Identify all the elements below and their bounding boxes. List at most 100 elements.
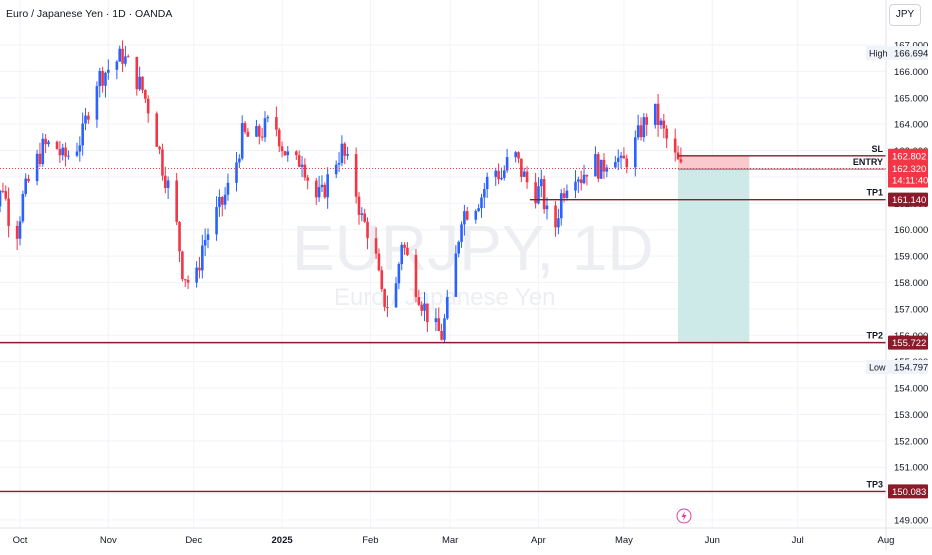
time-tick-label: Jul xyxy=(792,535,804,546)
candle-body xyxy=(95,86,99,120)
candle-body xyxy=(146,98,150,114)
price-axis[interactable]: 149.000150.000151.000152.000153.000154.0… xyxy=(885,0,928,550)
candle-body xyxy=(662,120,666,129)
candle-body xyxy=(326,174,329,198)
price-tick-label: 160.000 xyxy=(894,225,928,236)
candle-body xyxy=(107,69,110,73)
candle-body xyxy=(514,152,517,158)
lightning-bolt-icon xyxy=(681,511,687,521)
candle-body xyxy=(0,190,2,207)
candle-body xyxy=(619,155,623,158)
candle-body xyxy=(314,180,318,198)
candle-body xyxy=(545,205,549,210)
level-label-tp1: TP1 xyxy=(866,188,883,198)
candle-body xyxy=(38,153,42,165)
candle-body xyxy=(417,297,421,305)
candle-body xyxy=(502,170,506,178)
price-tick-label: 165.000 xyxy=(894,93,928,104)
price-badge-bg xyxy=(888,192,928,207)
price-tick-label: 157.000 xyxy=(894,304,928,315)
candle-body xyxy=(178,221,181,252)
candle-body xyxy=(343,143,347,156)
candle-body xyxy=(522,171,526,177)
candle-body xyxy=(55,141,59,150)
candle-body xyxy=(18,221,22,239)
candle-body xyxy=(420,304,423,311)
candle-body xyxy=(263,118,267,138)
price-badge-bg xyxy=(888,335,928,350)
candle-body xyxy=(542,179,546,210)
price-badge-bg xyxy=(888,148,928,163)
candle-body xyxy=(465,211,469,220)
candle-body xyxy=(457,241,460,254)
level-label-tp3: TP3 xyxy=(866,479,883,489)
time-tick-label: Jun xyxy=(705,535,720,546)
candle-body xyxy=(483,189,486,198)
low-tag-value: 154.797 xyxy=(894,363,928,374)
position-zones[interactable] xyxy=(678,155,750,343)
candle-body xyxy=(320,184,324,188)
candle-body xyxy=(346,154,349,156)
candle-body xyxy=(665,128,668,139)
misc[interactable] xyxy=(676,508,692,524)
candle-body xyxy=(599,159,603,179)
candle-body xyxy=(377,253,381,271)
candle-body xyxy=(540,179,543,187)
candle-body xyxy=(257,126,261,137)
candle-body xyxy=(403,244,406,248)
candle-body xyxy=(186,279,190,283)
time-tick-label: 2025 xyxy=(272,535,294,546)
candle-body xyxy=(645,117,649,125)
candle-body xyxy=(87,115,90,120)
candle-body xyxy=(121,48,124,64)
candle-body xyxy=(579,179,583,184)
time-tick-label: Nov xyxy=(100,535,117,546)
candle-body xyxy=(517,152,520,159)
candle-body xyxy=(243,123,247,132)
price-tick-label: 151.000 xyxy=(894,463,928,474)
candle-body xyxy=(525,171,529,183)
candle-body xyxy=(616,157,620,162)
level-lines[interactable]: SL ENTRY TP1 TP2 TP3 xyxy=(0,144,886,493)
candle-body xyxy=(426,303,429,323)
candle-body xyxy=(520,158,523,177)
candle-body xyxy=(1,190,5,192)
time-tick-label: Feb xyxy=(362,535,378,546)
candle-body xyxy=(386,307,389,309)
candle-body xyxy=(21,193,25,222)
candle-body xyxy=(260,136,264,138)
candle-body xyxy=(574,181,577,191)
candle-body xyxy=(7,198,10,226)
candle-body xyxy=(605,167,609,172)
candle-body xyxy=(141,76,144,91)
candle-body xyxy=(559,193,563,219)
candle-body xyxy=(64,147,67,157)
time-tick-label: Dec xyxy=(185,535,202,546)
time-axis[interactable]: Oct Nov Dec 2025 Feb Mar Apr May Jun Jul Aug xyxy=(0,527,932,546)
candle-body xyxy=(354,154,358,197)
candle-body xyxy=(594,154,597,177)
candle-body xyxy=(477,208,480,211)
candle-body xyxy=(534,182,537,204)
candle-body xyxy=(639,125,643,138)
candle-body xyxy=(497,170,500,180)
candle-body xyxy=(397,264,401,284)
current-price-badge xyxy=(888,161,928,188)
candle-body xyxy=(47,141,50,145)
candle-body xyxy=(61,147,65,156)
price-badge-tp2: 155.722 xyxy=(892,338,926,349)
candle-body xyxy=(557,218,560,228)
candle-body xyxy=(625,158,629,168)
symbol-title[interactable]: Euro / Japanese Yen · 1D · OANDA xyxy=(6,8,173,20)
candle-body xyxy=(161,149,164,176)
currency-button[interactable]: JPY xyxy=(889,4,921,26)
candle-body xyxy=(360,213,364,215)
candle-body xyxy=(366,221,369,239)
take-profit-zone xyxy=(678,169,750,343)
low-tag-label: Low xyxy=(869,363,886,373)
candle-body xyxy=(443,318,446,340)
candle-body xyxy=(286,151,290,156)
candle-body xyxy=(238,158,241,163)
